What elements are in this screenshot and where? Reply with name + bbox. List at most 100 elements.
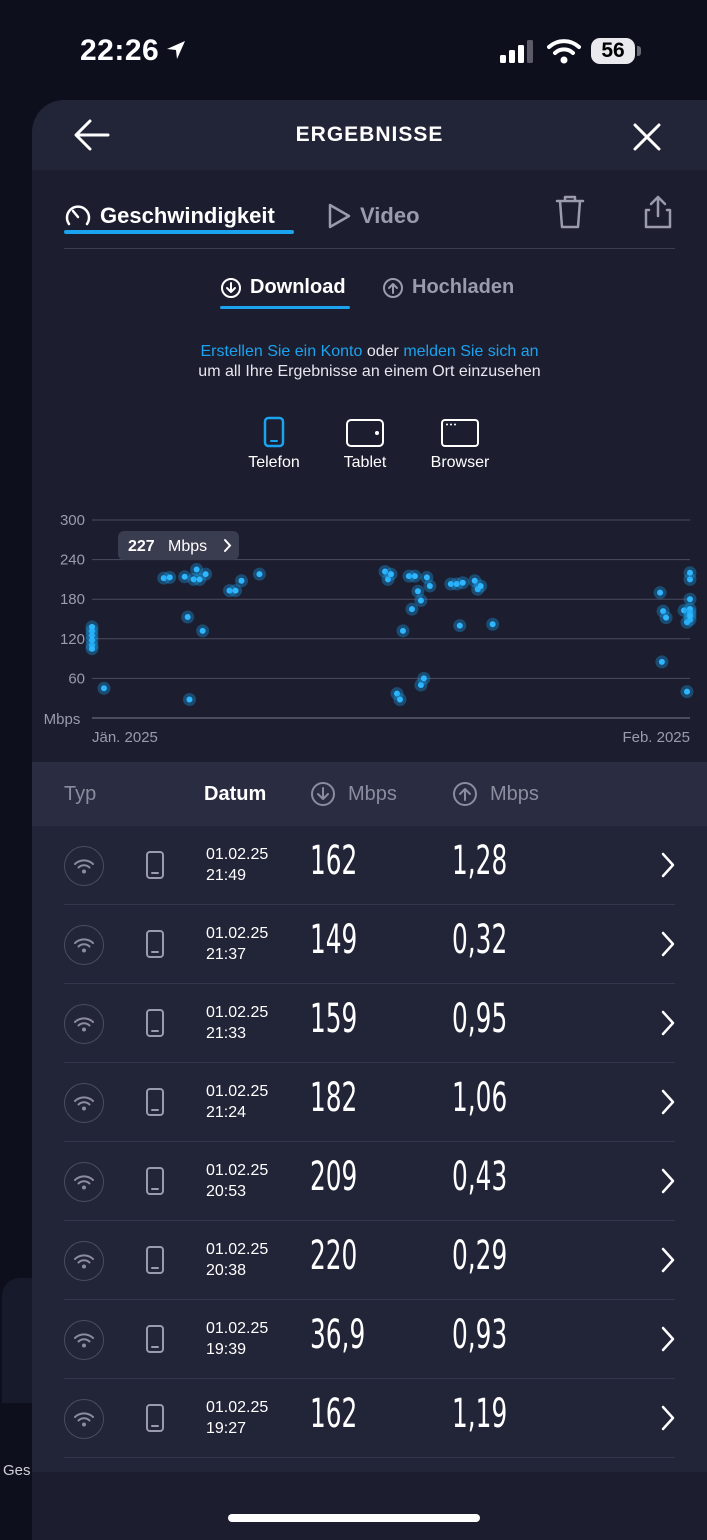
- data-point: [382, 568, 389, 575]
- column-type[interactable]: Typ: [64, 782, 97, 805]
- tooltip-background: [118, 531, 239, 560]
- row-chevron[interactable]: [660, 1010, 676, 1041]
- data-point: [687, 576, 693, 583]
- filter-phone[interactable]: Telefon: [224, 414, 324, 472]
- row-divider: [64, 1457, 675, 1458]
- upload-circle-icon: [453, 782, 477, 806]
- download-value: 220: [310, 1233, 358, 1279]
- tab-video[interactable]: Video: [326, 196, 420, 236]
- data-point: [687, 596, 693, 603]
- result-row[interactable]: 01.02.25 20:38 220 0,29: [32, 1221, 707, 1300]
- row-divider: [64, 983, 675, 984]
- data-point: [663, 614, 670, 621]
- row-chevron[interactable]: [660, 1326, 676, 1357]
- data-point: [186, 696, 193, 703]
- connection-type: [64, 1004, 104, 1044]
- tab-upload-label: Hochladen: [412, 276, 515, 298]
- result-datetime: 01.02.25 19:39: [206, 1318, 268, 1360]
- data-point: [471, 577, 478, 584]
- row-chevron[interactable]: [660, 852, 676, 883]
- result-time: 21:33: [206, 1025, 247, 1042]
- result-date: 01.02.25: [206, 1004, 269, 1021]
- result-datetime: 01.02.25 20:38: [206, 1239, 268, 1281]
- result-row[interactable]: 01.02.25 19:39 36,9 0,93: [32, 1300, 707, 1379]
- account-notice: Erstellen Sie ein Konto oder melden Sie …: [32, 342, 707, 382]
- download-value: 159: [310, 996, 358, 1042]
- data-point: [660, 608, 667, 615]
- phone-icon: [146, 1009, 164, 1037]
- device-type: [145, 1324, 165, 1359]
- browser-icon: [441, 419, 479, 447]
- back-arrow-icon[interactable]: [72, 118, 112, 152]
- close-icon[interactable]: [630, 120, 664, 154]
- chevron-right-icon: [661, 1010, 675, 1036]
- result-row[interactable]: 01.02.25 21:49 162 1,28: [32, 826, 707, 905]
- results-top-area: [32, 170, 707, 762]
- data-point: [89, 632, 95, 639]
- result-time: 21:24: [206, 1104, 247, 1121]
- result-row[interactable]: 01.02.25 21:33 159 0,95: [32, 984, 707, 1063]
- filter-browser[interactable]: Browser: [410, 414, 510, 472]
- row-chevron[interactable]: [660, 1405, 676, 1436]
- row-chevron[interactable]: [660, 1247, 676, 1278]
- row-chevron[interactable]: [660, 1168, 676, 1199]
- result-time: 21:37: [206, 946, 247, 963]
- chevron-right-icon: [661, 1168, 675, 1194]
- result-row[interactable]: 01.02.25 21:37 149 0,32: [32, 905, 707, 984]
- speedometer-icon: [65, 205, 91, 226]
- tooltip-chevron-icon: [224, 539, 232, 552]
- row-chevron[interactable]: [660, 1089, 676, 1120]
- result-date: 01.02.25: [206, 1241, 269, 1258]
- tab-speed[interactable]: Geschwindigkeit: [64, 196, 275, 236]
- upload-value: 0,32: [452, 917, 508, 963]
- tab-download[interactable]: Download: [220, 276, 346, 299]
- speed-scatter-chart: Mbps 60 120 180 240 300 Jän. 2025 Feb. 2025 227 M…: [44, 512, 697, 746]
- column-download-label: Mbps: [348, 782, 397, 805]
- tab-video-label: Video: [360, 203, 420, 228]
- wifi-icon: [74, 1254, 94, 1269]
- trash-icon[interactable]: [554, 194, 586, 230]
- connection-type: [64, 846, 104, 886]
- column-download[interactable]: Mbps: [310, 762, 397, 826]
- wifi-icon: [74, 859, 94, 874]
- download-value: 209: [310, 1154, 358, 1200]
- notice-line-1: Erstellen Sie ein Konto oder melden Sie …: [32, 342, 707, 362]
- row-divider: [64, 1062, 675, 1063]
- chart-tooltip[interactable]: 227 Mbps: [118, 531, 239, 560]
- data-point: [193, 566, 200, 573]
- data-point: [681, 607, 688, 614]
- sign-in-link[interactable]: melden Sie sich an: [403, 343, 539, 360]
- result-date: 01.02.25: [206, 846, 269, 863]
- data-point: [399, 627, 406, 634]
- download-circle-icon: [311, 782, 335, 806]
- data-point: [256, 571, 263, 578]
- result-row[interactable]: 01.02.25 21:24 182 1,06: [32, 1063, 707, 1142]
- data-point: [423, 574, 430, 581]
- result-datetime: 01.02.25 21:24: [206, 1081, 268, 1123]
- data-point: [687, 612, 693, 619]
- tab-upload[interactable]: Hochladen: [382, 276, 514, 299]
- wifi-icon: [74, 1096, 94, 1111]
- connection-type: [64, 1162, 104, 1202]
- data-point: [414, 588, 421, 595]
- row-chevron[interactable]: [660, 931, 676, 962]
- data-point: [202, 571, 209, 578]
- share-icon[interactable]: [642, 194, 674, 230]
- result-row[interactable]: 01.02.25 19:27 162 1,19: [32, 1379, 707, 1458]
- data-point: [657, 589, 664, 596]
- upload-value: 1,06: [452, 1075, 508, 1121]
- download-value: 162: [310, 1391, 358, 1437]
- create-account-link[interactable]: Erstellen Sie ein Konto: [200, 343, 363, 360]
- tooltip-value: 227: [128, 538, 155, 555]
- y-tick-label: 240: [60, 552, 85, 569]
- upload-value: 0,43: [452, 1154, 508, 1200]
- download-value: 162: [310, 838, 358, 884]
- column-date[interactable]: Datum: [204, 782, 267, 805]
- result-row[interactable]: 01.02.25 20:53 209 0,43: [32, 1142, 707, 1221]
- filter-tablet[interactable]: Tablet: [315, 414, 415, 472]
- connection-type: [64, 925, 104, 965]
- data-point: [420, 675, 427, 682]
- column-upload[interactable]: Mbps: [452, 762, 539, 826]
- sheet-header: ERGEBNISSE: [32, 100, 707, 170]
- list-bottom-fade: [32, 1472, 707, 1540]
